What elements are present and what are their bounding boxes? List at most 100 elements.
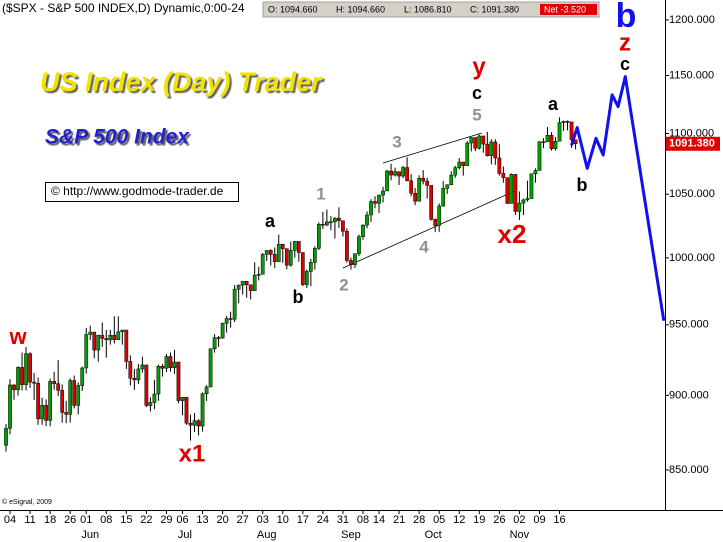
quote-high: H: 1094.660 bbox=[336, 4, 385, 14]
copyright: © eSignal, 2009 bbox=[2, 498, 52, 506]
wave-label: c bbox=[472, 83, 482, 103]
candle-body bbox=[256, 274, 261, 276]
candle-body bbox=[333, 217, 337, 222]
month-label: Jun bbox=[81, 529, 99, 541]
x-tick-label: 28 bbox=[413, 514, 425, 526]
candle-body bbox=[349, 260, 353, 265]
candle-body bbox=[401, 167, 405, 177]
x-tick-label: 08 bbox=[100, 514, 112, 526]
channel-line-upper bbox=[382, 132, 483, 164]
candle-body bbox=[429, 185, 434, 220]
candle-body bbox=[176, 361, 181, 401]
candle-body bbox=[116, 331, 121, 340]
wave-label: c bbox=[620, 54, 630, 74]
candle-body bbox=[313, 248, 317, 263]
candle-body bbox=[32, 381, 36, 384]
net-change: Net -3.520 bbox=[544, 4, 586, 14]
x-tick-label: 05 bbox=[433, 514, 445, 526]
candle-body bbox=[88, 331, 93, 335]
candle-body bbox=[509, 174, 514, 204]
x-tick-label: 13 bbox=[196, 514, 208, 526]
x-tick-label: 26 bbox=[493, 514, 505, 526]
quote-low: L: 1086.810 bbox=[404, 4, 452, 14]
y-tick-label: 1050.000 bbox=[669, 188, 715, 200]
candle-body bbox=[92, 331, 97, 351]
x-tick-label: 04 bbox=[4, 514, 16, 526]
candle-body bbox=[16, 367, 20, 391]
y-tick-label: 1200.000 bbox=[669, 14, 715, 26]
wave-label: a bbox=[548, 94, 559, 114]
x-tick-label: 16 bbox=[553, 514, 565, 526]
candle-body bbox=[296, 241, 301, 253]
candle-body bbox=[76, 385, 81, 406]
candle-body bbox=[172, 361, 177, 368]
candle-body bbox=[284, 248, 289, 266]
candle-body bbox=[84, 334, 89, 369]
candle-body bbox=[8, 384, 12, 429]
candle-body bbox=[329, 221, 333, 223]
candle-body bbox=[260, 254, 265, 275]
candle-body bbox=[120, 329, 125, 333]
candle-body bbox=[164, 356, 169, 369]
x-tick-label: 22 bbox=[140, 514, 152, 526]
candle-body bbox=[292, 241, 297, 251]
candle-body bbox=[533, 170, 538, 174]
candle-body bbox=[501, 173, 506, 178]
candle-body bbox=[112, 335, 117, 340]
quote-box bbox=[262, 1, 600, 18]
month-label: Aug bbox=[257, 529, 277, 541]
candle-body bbox=[465, 142, 470, 166]
candle-body bbox=[453, 167, 458, 176]
candle-body bbox=[180, 396, 185, 401]
candle-body bbox=[317, 224, 321, 249]
candle-body bbox=[521, 199, 526, 204]
wave-label: a bbox=[265, 211, 276, 231]
quote-open: O: 1094.660 bbox=[268, 4, 318, 14]
candle-body bbox=[52, 381, 56, 384]
last-price-label: 1091.380 bbox=[669, 138, 715, 150]
candle-body bbox=[4, 428, 8, 446]
x-tick-label: 26 bbox=[64, 514, 76, 526]
candle-body bbox=[417, 178, 421, 202]
candle-body bbox=[437, 205, 442, 226]
candle-body bbox=[541, 141, 546, 143]
wave-label: 4 bbox=[419, 237, 429, 256]
candle-body bbox=[477, 135, 482, 149]
candle-body bbox=[457, 161, 462, 169]
candle-body bbox=[300, 252, 305, 285]
x-tick-label: 24 bbox=[317, 514, 329, 526]
wave-label: z bbox=[619, 29, 631, 56]
candle-body bbox=[28, 353, 32, 383]
candle-body bbox=[140, 364, 145, 370]
candle-body bbox=[341, 220, 345, 232]
candle-body bbox=[304, 271, 309, 285]
candle-body bbox=[108, 335, 113, 341]
candle-body bbox=[136, 368, 141, 381]
wave-label: y bbox=[472, 53, 486, 80]
candle-body bbox=[124, 329, 129, 362]
candle-body bbox=[276, 243, 281, 262]
candle-body bbox=[377, 194, 381, 204]
source-box bbox=[45, 182, 239, 202]
wave-label: 1 bbox=[316, 184, 325, 203]
channel-line-lower bbox=[342, 189, 518, 269]
candle-body bbox=[152, 393, 157, 403]
candle-body bbox=[20, 367, 24, 385]
x-tick-label: 18 bbox=[44, 514, 56, 526]
candle-body bbox=[441, 188, 446, 207]
candle-body bbox=[192, 420, 197, 426]
candle-body bbox=[485, 143, 490, 157]
candle-body bbox=[397, 171, 401, 177]
candle-body bbox=[36, 382, 40, 420]
candle-body bbox=[353, 253, 357, 265]
candle-body bbox=[337, 217, 341, 221]
candle-body bbox=[345, 231, 349, 261]
candle-body bbox=[308, 262, 313, 272]
candle-body bbox=[369, 201, 373, 216]
candle-body bbox=[128, 361, 133, 379]
candle-body bbox=[473, 137, 478, 149]
x-tick-label: 10 bbox=[277, 514, 289, 526]
